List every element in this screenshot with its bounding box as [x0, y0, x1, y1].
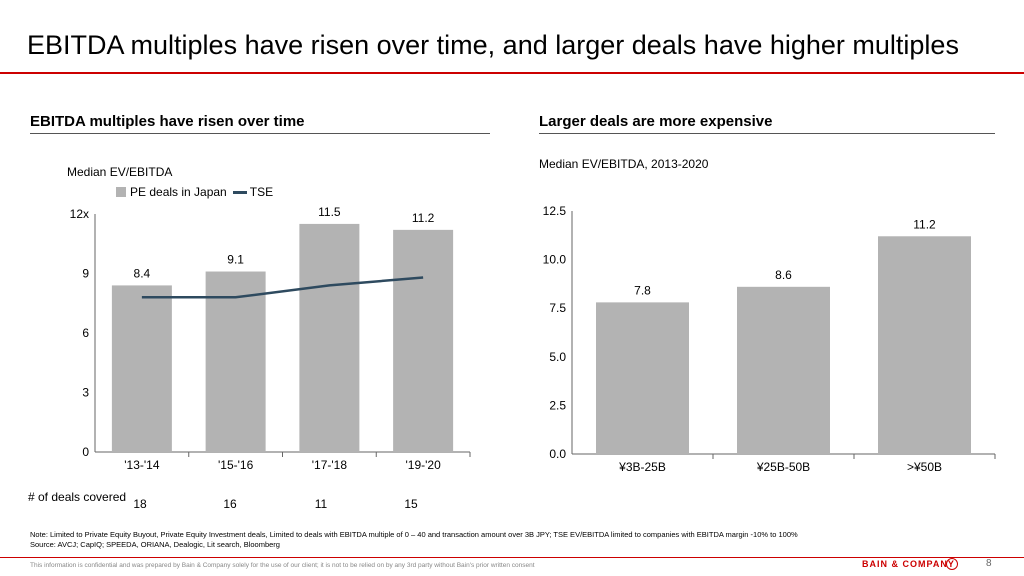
- x-tick-label: ¥3B-25B: [618, 460, 666, 474]
- footnote-source: Source: AVCJ; CapIQ; SPEEDA, ORIANA, Dea…: [30, 540, 280, 549]
- x-tick-label: '17-'18: [312, 458, 348, 472]
- footer-divider: [0, 557, 1024, 558]
- right-section-divider: [539, 133, 995, 134]
- legend-swatch-bar: [116, 187, 126, 197]
- bar-value-label: 11.5: [318, 205, 341, 219]
- bar: [111, 285, 172, 452]
- title-divider: [0, 72, 1024, 74]
- deals-count: 18: [133, 497, 147, 511]
- bar-value-label: 9.1: [227, 253, 244, 267]
- brand-circle-icon: [946, 558, 958, 570]
- bar-value-label: 11.2: [412, 211, 435, 225]
- y-tick-label: 12x: [70, 207, 89, 221]
- deals-count: 11: [314, 497, 328, 511]
- y-tick-label: 6: [82, 326, 89, 340]
- left-chart-subtitle: Median EV/EBITDA: [67, 165, 173, 179]
- bar: [878, 236, 971, 454]
- left-section-title: EBITDA multiples have risen over time: [30, 113, 305, 130]
- x-tick-label: >¥50B: [907, 460, 942, 474]
- x-tick-label: ¥25B-50B: [756, 460, 810, 474]
- footnote: Note: Limited to Private Equity Buyout, …: [30, 530, 798, 550]
- y-tick-label: 3: [82, 386, 89, 400]
- y-tick-label: 7.5: [549, 301, 566, 315]
- page-number: 8: [986, 558, 992, 569]
- bar-value-label: 8.6: [775, 268, 792, 282]
- bar-value-label: 8.4: [134, 266, 151, 280]
- y-tick-label: 12.5: [543, 204, 567, 218]
- right-bar-chart: 0.0 2.5 5.0 7.5 10.0 12.5 7.8 ¥3B-25B 8.6 ¥25B-50…: [543, 204, 996, 474]
- bar: [299, 223, 360, 452]
- x-tick-label: '15-'16: [218, 458, 254, 472]
- legend-label-tse: TSE: [249, 185, 274, 199]
- bar: [393, 229, 454, 452]
- y-tick-label: 0: [82, 445, 89, 459]
- left-bar-chart: 0 3 6 9 12x 8.4 '13-'14 9.1 '15-'16 11.5 '17-'18 11…: [70, 205, 471, 472]
- page-title: EBITDA multiples have risen over time, a…: [27, 30, 959, 60]
- bar: [205, 271, 266, 452]
- deals-count: 15: [404, 497, 418, 511]
- x-tick-label: '13-'14: [124, 458, 160, 472]
- y-tick-label: 9: [82, 267, 89, 281]
- deals-covered-label: # of deals covered: [28, 490, 127, 504]
- brand-logo: BAIN & COMPANY: [862, 559, 955, 569]
- legend-swatch-line: [232, 190, 247, 194]
- legend-label-pe: PE deals in Japan: [130, 185, 227, 199]
- right-chart-subtitle: Median EV/EBITDA, 2013-2020: [539, 157, 709, 171]
- x-tick-label: '19-'20: [405, 458, 441, 472]
- bar-value-label: 7.8: [634, 283, 651, 297]
- left-chart-legend: PE deals in Japan TSE: [116, 185, 273, 199]
- deals-count: 16: [223, 497, 237, 511]
- y-tick-label: 10.0: [543, 253, 567, 267]
- right-section-title: Larger deals are more expensive: [539, 113, 773, 130]
- bar: [596, 302, 689, 454]
- tse-series-line: [141, 276, 424, 299]
- y-tick-label: 2.5: [549, 398, 566, 412]
- y-tick-label: 5.0: [549, 350, 566, 364]
- footnote-note: Note: Limited to Private Equity Buyout, …: [30, 530, 798, 539]
- confidentiality-notice: This information is confidential and was…: [30, 562, 535, 569]
- left-section-divider: [30, 133, 490, 134]
- bar-value-label: 11.2: [913, 217, 936, 231]
- bar: [737, 286, 830, 454]
- y-tick-label: 0.0: [549, 447, 566, 461]
